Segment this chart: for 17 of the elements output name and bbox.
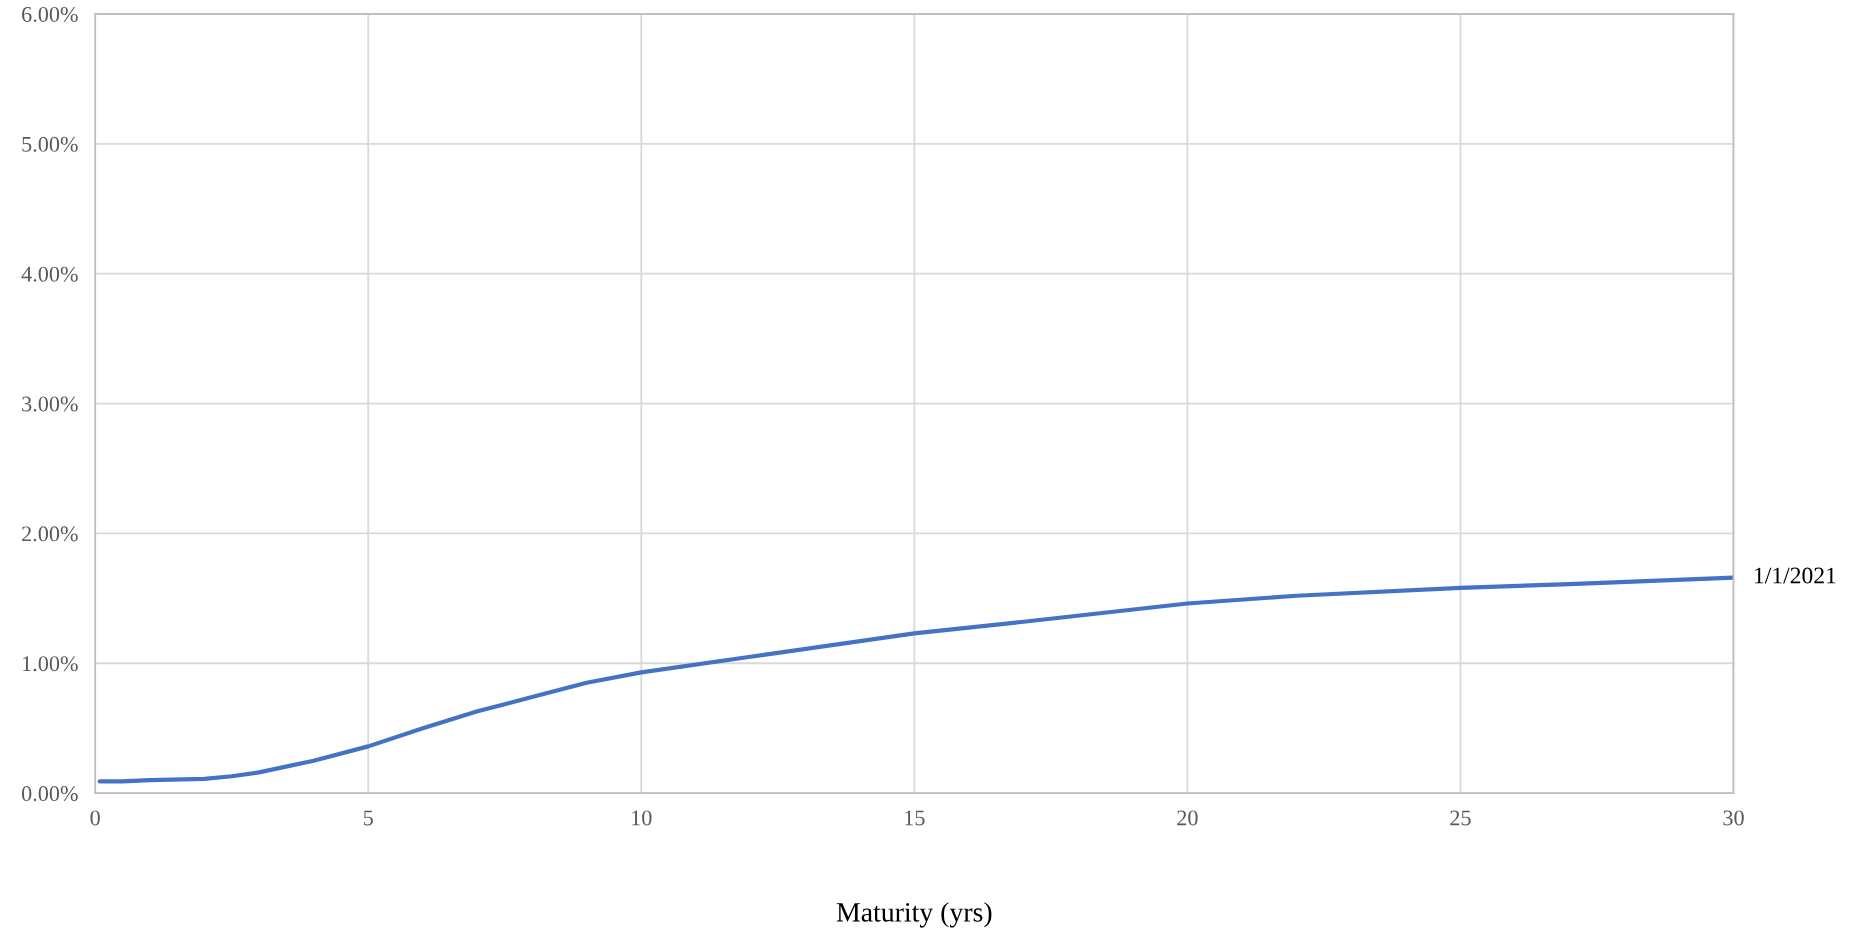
y-tick-label: 2.00% [22,526,78,542]
x-tick-label: 20 [1177,810,1198,826]
y-tick-label: 3.00% [22,396,78,412]
y-tick-label: 1.00% [23,656,78,672]
x-tick-label: 0 [90,810,100,826]
y-tick-label: 5.00% [22,136,78,152]
x-axis-title: Maturity (yrs) [836,902,992,928]
y-tick-label: 0.00% [21,786,78,802]
y-tick-label: 4.00% [21,266,78,282]
line-series [97,575,1734,784]
x-tick-label: 25 [1450,810,1471,826]
series-label: 1/1/2021 [1755,567,1836,584]
x-tick-label: 10 [632,810,652,826]
x-tick-label: 15 [905,810,925,826]
x-tick-label: 30 [1723,810,1744,826]
x-tick-label: 5 [363,810,373,826]
y-tick-label: 6.00% [22,6,78,23]
